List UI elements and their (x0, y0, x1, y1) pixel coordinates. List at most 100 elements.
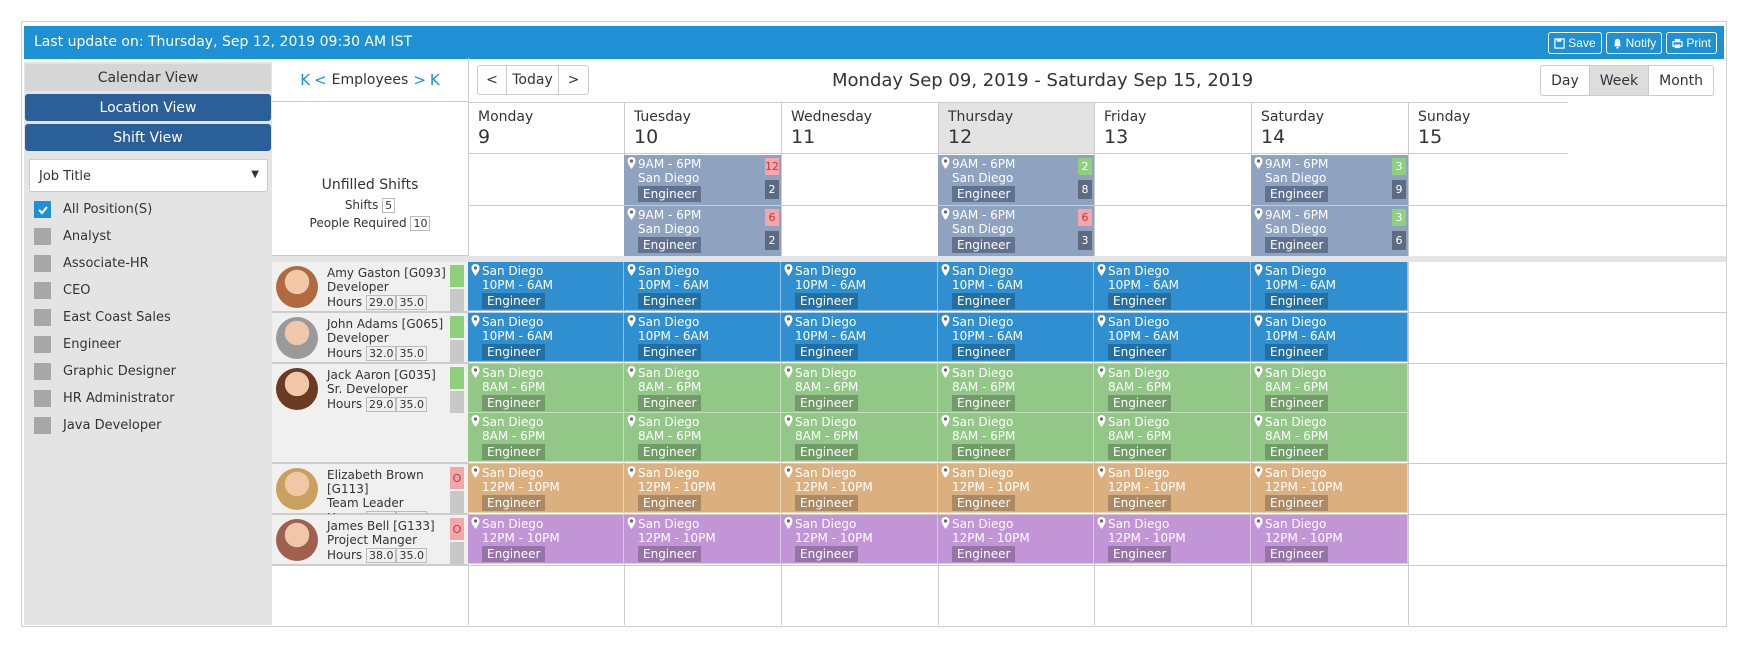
position-checkbox[interactable] (34, 390, 51, 407)
shift-card[interactable]: San Diego 12PM - 10PM Engineer (938, 464, 1094, 513)
position-option[interactable]: HR Administrator (24, 385, 272, 412)
next-page-icon[interactable]: > (413, 70, 426, 89)
employee-name[interactable]: Amy Gaston [G093] (327, 266, 446, 280)
save-button[interactable]: Save (1548, 32, 1602, 54)
shift-card[interactable]: San Diego 10PM - 6AM Engineer (624, 262, 781, 311)
shift-card[interactable]: San Diego 12PM - 10PM Engineer (781, 515, 938, 564)
shift-role: Engineer (795, 344, 859, 360)
print-button[interactable]: Print (1666, 32, 1717, 54)
first-page-icon[interactable]: K (300, 70, 311, 89)
employee-name[interactable]: Jack Aaron [G035] (327, 368, 436, 382)
shift-card[interactable]: San Diego 12PM - 10PM Engineer (938, 515, 1094, 564)
shift-role: Engineer (1265, 293, 1329, 309)
location-pin-icon (471, 415, 480, 427)
position-option[interactable]: All Position(S) (24, 196, 272, 223)
month-mode-button[interactable]: Month (1649, 65, 1714, 96)
shift-card[interactable]: San Diego 8AM - 6PM Engineer (624, 413, 781, 462)
status-indicator (450, 265, 464, 287)
people-required-badge: 10 (410, 216, 431, 231)
shift-card[interactable]: San Diego 8AM - 6PM Engineer (468, 364, 624, 413)
shift-card[interactable]: San Diego 8AM - 6PM Engineer (1251, 364, 1408, 413)
top-bar: Last update on: Thursday, Sep 12, 2019 0… (24, 26, 1724, 59)
shift-card[interactable]: San Diego 8AM - 6PM Engineer (468, 413, 624, 462)
shift-card[interactable]: San Diego 12PM - 10PM Engineer (468, 515, 624, 564)
shift-card[interactable]: San Diego 12PM - 10PM Engineer (1094, 515, 1251, 564)
position-option[interactable]: Graphic Designer (24, 358, 272, 385)
last-page-icon[interactable]: K (429, 70, 440, 89)
position-checkbox[interactable] (34, 336, 51, 353)
week-mode-button[interactable]: Week (1589, 65, 1650, 96)
shift-view-button[interactable]: Shift View (25, 124, 271, 151)
shift-card[interactable]: San Diego 12PM - 10PM Engineer (781, 464, 938, 513)
position-checkbox[interactable] (34, 228, 51, 245)
location-pin-icon (1097, 517, 1106, 529)
unfilled-shift-card[interactable]: 9AM - 6PM San Diego Engineer 6 3 (938, 206, 1094, 256)
shift-time: 8AM - 6PM (1108, 429, 1172, 443)
shift-card[interactable]: San Diego 10PM - 6AM Engineer (781, 262, 938, 311)
shift-time: 12PM - 10PM (795, 480, 873, 494)
position-option[interactable]: Analyst (24, 223, 272, 250)
shift-role: Engineer (482, 293, 546, 309)
location-pin-icon (784, 466, 793, 478)
shift-card[interactable]: San Diego 8AM - 6PM Engineer (781, 364, 938, 413)
shift-card[interactable]: San Diego 8AM - 6PM Engineer (938, 413, 1094, 462)
position-checkbox[interactable] (34, 255, 51, 272)
shift-card[interactable]: San Diego 12PM - 10PM Engineer (624, 464, 781, 513)
status-indicator-secondary (450, 391, 464, 413)
position-checkbox[interactable] (34, 282, 51, 299)
shift-card[interactable]: San Diego 10PM - 6AM Engineer (938, 313, 1094, 362)
shift-card[interactable]: San Diego 12PM - 10PM Engineer (1094, 464, 1251, 513)
shift-card[interactable]: San Diego 12PM - 10PM Engineer (468, 464, 624, 513)
today-button[interactable]: Today (507, 65, 559, 95)
notify-button[interactable]: Notify (1605, 32, 1663, 54)
position-checkbox[interactable] (34, 309, 51, 326)
shift-role: Engineer (1108, 293, 1172, 309)
shift-card[interactable]: San Diego 10PM - 6AM Engineer (781, 313, 938, 362)
position-option[interactable]: CEO (24, 277, 272, 304)
shift-card[interactable]: San Diego 8AM - 6PM Engineer (1251, 413, 1408, 462)
day-mode-button[interactable]: Day (1540, 65, 1590, 96)
job-title-select[interactable]: Job Title ▼ (29, 159, 268, 192)
position-option[interactable]: Associate-HR (24, 250, 272, 277)
next-week-button[interactable]: > (559, 65, 589, 95)
position-option[interactable]: East Coast Sales (24, 304, 272, 331)
unfilled-shift-card[interactable]: 9AM - 6PM San Diego Engineer 12 2 (624, 155, 781, 205)
shift-card[interactable]: San Diego 10PM - 6AM Engineer (1094, 313, 1251, 362)
shift-card[interactable]: San Diego 10PM - 6AM Engineer (1094, 262, 1251, 311)
position-checkbox[interactable] (34, 201, 51, 218)
location-pin-icon (1254, 157, 1263, 169)
day-header-friday: Friday 13 (1094, 102, 1251, 154)
shift-card[interactable]: San Diego 8AM - 6PM Engineer (938, 364, 1094, 413)
shift-card[interactable]: San Diego 10PM - 6AM Engineer (1251, 262, 1408, 311)
location-pin-icon (471, 366, 480, 378)
unfilled-shift-card[interactable]: 9AM - 6PM San Diego Engineer 6 2 (624, 206, 781, 256)
employee-name[interactable]: Elizabeth Brown [G113] (327, 468, 424, 496)
shift-card[interactable]: San Diego 10PM - 6AM Engineer (1251, 313, 1408, 362)
unfilled-shifts-summary: Unfilled Shifts Shifts 5 People Required… (272, 154, 468, 256)
position-checkbox[interactable] (34, 417, 51, 434)
employee-name[interactable]: James Bell [G133] (327, 519, 435, 533)
shift-card[interactable]: San Diego 10PM - 6AM Engineer (624, 313, 781, 362)
shift-card[interactable]: San Diego 8AM - 6PM Engineer (624, 364, 781, 413)
location-view-button[interactable]: Location View (25, 94, 271, 121)
shift-card[interactable]: San Diego 10PM - 6AM Engineer (938, 262, 1094, 311)
calendar-view-button[interactable]: Calendar View (25, 64, 271, 91)
unfilled-shift-card[interactable]: 9AM - 6PM San Diego Engineer 2 8 (938, 155, 1094, 205)
shift-card[interactable]: San Diego 10PM - 6AM Engineer (468, 313, 624, 362)
unfilled-shift-card[interactable]: 9AM - 6PM San Diego Engineer 3 6 (1251, 206, 1408, 256)
position-option[interactable]: Java Developer (24, 412, 272, 439)
shift-location: San Diego (482, 264, 544, 278)
position-checkbox[interactable] (34, 363, 51, 380)
shift-card[interactable]: San Diego 8AM - 6PM Engineer (1094, 364, 1251, 413)
prev-page-icon[interactable]: < (314, 70, 327, 89)
employee-name[interactable]: John Adams [G065] (327, 317, 444, 331)
unfilled-shift-card[interactable]: 9AM - 6PM San Diego Engineer 3 9 (1251, 155, 1408, 205)
shift-card[interactable]: San Diego 8AM - 6PM Engineer (1094, 413, 1251, 462)
shift-card[interactable]: San Diego 12PM - 10PM Engineer (1251, 515, 1408, 564)
shift-card[interactable]: San Diego 12PM - 10PM Engineer (1251, 464, 1408, 513)
prev-week-button[interactable]: < (477, 65, 507, 95)
shift-card[interactable]: San Diego 10PM - 6AM Engineer (468, 262, 624, 311)
shift-card[interactable]: San Diego 8AM - 6PM Engineer (781, 413, 938, 462)
position-option[interactable]: Engineer (24, 331, 272, 358)
shift-card[interactable]: San Diego 12PM - 10PM Engineer (624, 515, 781, 564)
